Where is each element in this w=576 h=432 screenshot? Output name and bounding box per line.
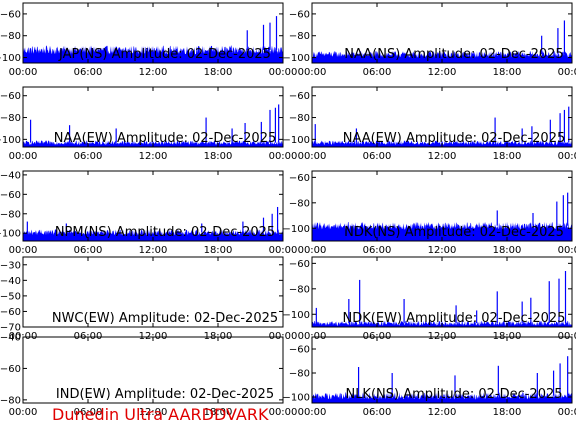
series-area-0 — [23, 45, 283, 63]
x-tick-label: 12:00 — [139, 151, 168, 162]
x-tick-label: 18:00 — [493, 407, 522, 418]
x-tick-label: 06:00 — [74, 151, 103, 162]
y-tick-label: −100 — [283, 310, 310, 321]
x-tick-label: 00:00 — [9, 151, 38, 162]
y-tick-label: −60 — [0, 307, 21, 318]
y-tick-label: −80 — [289, 31, 310, 42]
x-tick-label: 12:00 — [428, 407, 457, 418]
y-tick-label: −50 — [0, 291, 21, 302]
x-tick-label: 18:00 — [493, 67, 522, 78]
x-tick-label: 00:00 — [269, 245, 298, 256]
y-tick-label: −100 — [0, 135, 21, 146]
footer-label: Dunedin Ultra AARDDVARK — [52, 405, 269, 424]
x-tick-label: 12:00 — [139, 245, 168, 256]
x-tick-label: 00:00 — [558, 151, 576, 162]
y-tick-label: −30 — [0, 260, 21, 271]
panel-title: JAP(NS) Amplitude: 02-Dec-2025 — [58, 47, 271, 62]
panel-9: 00:00 06:00 12:00 18:00 00:00 −60 −80 −100 NLK(N… — [283, 336, 576, 418]
panel-2: 00:00 06:00 12:00 18:00 00:00 −60 −80 −100 NAA(E… — [0, 86, 298, 162]
panel-title: NPM(NS) Amplitude: 02-Dec-2025 — [55, 225, 275, 240]
x-tick-label: 00:00 — [298, 407, 327, 418]
y-tick-label: −60 — [289, 91, 310, 102]
x-tick-label: 00:00 — [269, 407, 298, 418]
x-tick-label: 18:00 — [493, 151, 522, 162]
y-tick-label: −60 — [0, 190, 21, 201]
x-tick-label: 12:00 — [428, 245, 457, 256]
x-tick-label: 18:00 — [493, 245, 522, 256]
x-tick-label: 00:00 — [558, 245, 576, 256]
y-tick-label: −70 — [0, 323, 21, 334]
y-tick-label: −100 — [283, 224, 310, 235]
panel-0: 00:00 06:00 12:00 18:00 00:00 −60 −80 −100 JAP(N… — [0, 2, 298, 78]
panel-title: NLK(NS) Amplitude: 02-Dec-2025 — [345, 387, 562, 402]
series-area-5 — [312, 221, 572, 241]
x-tick-label: 00:00 — [558, 67, 576, 78]
y-tick-label: −40 — [0, 333, 21, 344]
y-tick-label: −60 — [0, 9, 21, 20]
y-tick-label: −100 — [0, 53, 21, 64]
x-tick-label: 06:00 — [74, 67, 103, 78]
x-tick-label: 06:00 — [363, 407, 392, 418]
panel-title: NAA(NS) Amplitude: 02-Dec-2025 — [344, 47, 563, 62]
panel-8: 00:00 06:00 12:00 18:00 00:00 −40 −60 −80 IND(EW… — [0, 333, 297, 419]
x-tick-label: 00:00 — [269, 151, 298, 162]
y-tick-label: −80 — [289, 284, 310, 295]
y-tick-label: −60 — [289, 345, 310, 356]
y-tick-label: −80 — [0, 31, 21, 42]
y-tick-label: −60 — [289, 9, 310, 20]
x-tick-label: 00:00 — [558, 407, 576, 418]
y-tick-label: −40 — [0, 170, 21, 181]
panel-3: 00:00 06:00 12:00 18:00 00:00 −60 −80 −100 NAA(E… — [283, 86, 576, 162]
panel-1: 00:00 06:00 12:00 18:00 00:00 −60 −80 −100 NAA(N… — [283, 2, 576, 78]
panel-5: 00:00 06:00 12:00 18:00 00:00 −60 −80 −100 NDK(N… — [283, 170, 576, 256]
x-tick-label: 12:00 — [428, 67, 457, 78]
panel-title: NAA(EW) Amplitude: 02-Dec-2025 — [343, 131, 566, 146]
x-tick-label: 00:00 — [298, 67, 327, 78]
y-tick-label: −80 — [0, 209, 21, 220]
x-tick-label: 00:00 — [269, 67, 298, 78]
y-tick-label: −60 — [0, 364, 21, 375]
y-tick-label: −80 — [0, 113, 21, 124]
x-tick-label: 18:00 — [204, 407, 233, 418]
x-tick-label: 18:00 — [204, 67, 233, 78]
y-tick-label: −100 — [283, 53, 310, 64]
y-tick-label: −60 — [0, 91, 21, 102]
x-tick-label: 06:00 — [363, 245, 392, 256]
x-tick-label: 00:00 — [9, 245, 38, 256]
y-tick-label: −80 — [289, 369, 310, 380]
x-tick-label: 00:00 — [298, 151, 327, 162]
panel-title: NWC(EW) Amplitude: 02-Dec-2025 — [52, 311, 278, 326]
panel-7: 00:0006:0012:0018:0000:00−60−80−100NDK(E… — [283, 256, 576, 342]
panel-title: NAA(EW) Amplitude: 02-Dec-2025 — [54, 131, 277, 146]
x-tick-label: 00:00 — [298, 245, 327, 256]
y-tick-label: −80 — [0, 395, 21, 406]
panel-title: NDK(EW) Amplitude: 02-Dec-2025 — [343, 311, 566, 326]
x-tick-label: 00:00 — [9, 67, 38, 78]
x-tick-label: 06:00 — [363, 67, 392, 78]
x-tick-label: 00:00 — [9, 407, 38, 418]
x-tick-label: 12:00 — [139, 67, 168, 78]
y-tick-label: −100 — [0, 229, 21, 240]
panel-title: NDK(NS) Amplitude: 02-Dec-2025 — [344, 225, 564, 240]
y-tick-label: −40 — [0, 276, 21, 287]
y-tick-label: −100 — [283, 393, 310, 404]
y-tick-label: −60 — [289, 173, 310, 184]
panel-4: 00:00 06:00 12:00 18:00 00:00 −40 −60 −80 −100 NP… — [0, 170, 297, 256]
y-tick-label: −80 — [289, 113, 310, 124]
panel-6: 00:0006:0012:0018:0000:00−30−40−50−60−70… — [0, 256, 297, 342]
x-tick-label: 06:00 — [74, 407, 103, 418]
x-tick-label: 18:00 — [204, 151, 233, 162]
x-tick-label: 18:00 — [204, 245, 233, 256]
x-tick-label: 06:00 — [74, 245, 103, 256]
y-tick-label: −100 — [283, 135, 310, 146]
y-tick-label: −60 — [289, 259, 310, 270]
panel-title: IND(EW) Amplitude: 02-Dec-2025 — [56, 387, 274, 402]
x-tick-label: 06:00 — [363, 151, 392, 162]
x-tick-label: 12:00 — [428, 151, 457, 162]
x-tick-label: 12:00 — [139, 407, 168, 418]
y-tick-label: −80 — [289, 198, 310, 209]
